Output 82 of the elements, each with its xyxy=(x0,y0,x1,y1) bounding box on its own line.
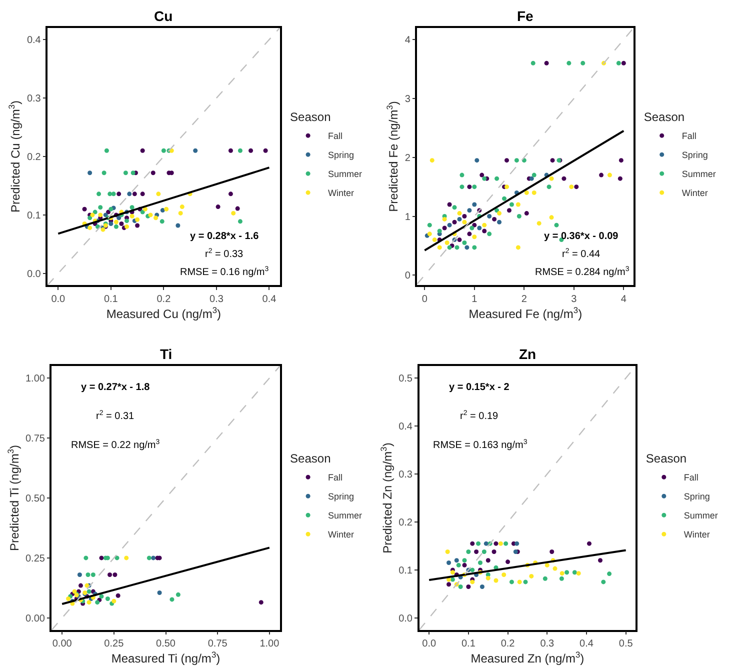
legend-label: Fall xyxy=(684,472,698,483)
chart-title: Ti xyxy=(160,346,172,362)
annotation: r$^{2}$ = 0.31 xyxy=(96,410,135,422)
chart-title: Cu xyxy=(154,8,173,24)
y-tick-label: 0.4 xyxy=(398,422,413,433)
annotation: RMSE = 0.163 ng/m$^{3}$ xyxy=(433,439,528,452)
legend-label: Winter xyxy=(684,530,710,540)
y-tick-label: 0.1 xyxy=(26,210,42,222)
annotation: RMSE = 0.22 ng/m$^{3}$ xyxy=(71,439,160,452)
x-tick-label: 0.0 xyxy=(51,294,66,305)
x-tick-label: 4 xyxy=(620,294,627,305)
legend-title: Season xyxy=(290,110,331,124)
legend-title: Season xyxy=(644,110,685,124)
legend-label: Spring xyxy=(682,150,708,160)
x-tick-label: 0.2 xyxy=(500,638,516,650)
x-tick-label: 0.0 xyxy=(422,638,436,650)
legend-label: Fall xyxy=(328,472,343,483)
x-tick-label: 0.2 xyxy=(156,294,172,305)
annotation: y = 0.28*x - 1.6 xyxy=(190,231,260,242)
x-tick-label: 0.3 xyxy=(540,638,555,650)
x-tick-label: 0.00 xyxy=(52,638,72,650)
x-tick-label: 0.1 xyxy=(104,294,118,305)
legend-label: Fall xyxy=(682,131,696,142)
y-tick-label: 1 xyxy=(404,212,411,223)
legend-label: Summer xyxy=(682,169,716,180)
y-tick-label: 3 xyxy=(404,94,411,106)
x-tick-label: 0.3 xyxy=(210,294,224,305)
legend-label: Spring xyxy=(328,492,354,502)
y-tick-label: 4 xyxy=(404,35,411,46)
x-tick-label: 0.75 xyxy=(208,638,228,650)
y-tick-label: 0.4 xyxy=(26,35,42,46)
x-tick-label: 0.1 xyxy=(461,638,476,650)
x-tick-label: 0.50 xyxy=(156,638,176,650)
legend-label: Winter xyxy=(328,530,354,540)
y-tick-label: 0.50 xyxy=(25,494,46,505)
legend-label: Spring xyxy=(684,492,710,502)
legend-title: Season xyxy=(290,452,331,466)
legend-label: Spring xyxy=(328,150,354,160)
x-axis-title: Measured Cu (ng/m$^{3}$) xyxy=(106,304,222,321)
x-axis-title: Measured Zn (ng/m$^{3}$) xyxy=(470,650,584,666)
y-tick-label: 0.3 xyxy=(26,94,42,105)
x-tick-label: 0 xyxy=(422,294,428,305)
chart-title: Fe xyxy=(517,8,534,24)
y-tick-label: 0.25 xyxy=(25,553,46,564)
x-axis-title: Measured Ti (ng/m$^{3}$) xyxy=(111,650,220,666)
annotation: RMSE = 0.16 ng/m$^{3}$ xyxy=(180,266,269,278)
legend-label: Summer xyxy=(328,169,362,180)
y-tick-label: 0.1 xyxy=(398,565,413,576)
y-tick-label: 0.3 xyxy=(398,470,413,481)
legend-title: Season xyxy=(646,452,687,466)
x-tick-label: 1.00 xyxy=(260,638,280,650)
x-tick-label: 2 xyxy=(521,294,528,305)
x-tick-label: 0.5 xyxy=(618,638,634,650)
annotation: y = 0.27*x - 1.8 xyxy=(81,382,150,393)
y-tick-label: 0.5 xyxy=(398,374,413,385)
y-tick-label: 0.0 xyxy=(26,268,42,280)
x-axis-title: Measured Fe (ng/m$^{3}$) xyxy=(468,304,582,321)
chart-title: Zn xyxy=(519,346,536,362)
annotation: r$^{2}$ = 0.33 xyxy=(205,248,244,260)
annotation: r$^{2}$ = 0.44 xyxy=(562,248,601,260)
y-tick-label: 0.75 xyxy=(25,434,46,445)
annotation: RMSE = 0.284 ng/m$^{3}$ xyxy=(535,266,630,278)
annotation: y = 0.36*x - 0.09 xyxy=(544,231,619,242)
legend-label: Summer xyxy=(684,510,718,521)
y-tick-label: 0.0 xyxy=(398,613,413,624)
x-tick-label: 0.25 xyxy=(104,638,124,650)
y-tick-label: 0 xyxy=(404,270,411,282)
legend-label: Winter xyxy=(682,188,708,198)
y-tick-label: 0.00 xyxy=(25,613,46,624)
legend-label: Summer xyxy=(328,510,362,521)
y-tick-label: 0.2 xyxy=(398,518,413,528)
y-tick-label: 1.00 xyxy=(25,374,46,385)
x-tick-label: 1 xyxy=(472,294,478,305)
legend-label: Fall xyxy=(328,131,343,142)
annotation: r$^{2}$ = 0.19 xyxy=(460,410,499,422)
x-tick-label: 0.4 xyxy=(262,294,277,305)
annotation: y = 0.15*x - 2 xyxy=(449,382,510,393)
y-tick-label: 2 xyxy=(404,152,411,164)
x-tick-label: 0.4 xyxy=(580,638,594,650)
x-tick-label: 3 xyxy=(571,294,578,305)
y-tick-label: 0.2 xyxy=(26,152,42,163)
legend-label: Winter xyxy=(328,188,354,198)
